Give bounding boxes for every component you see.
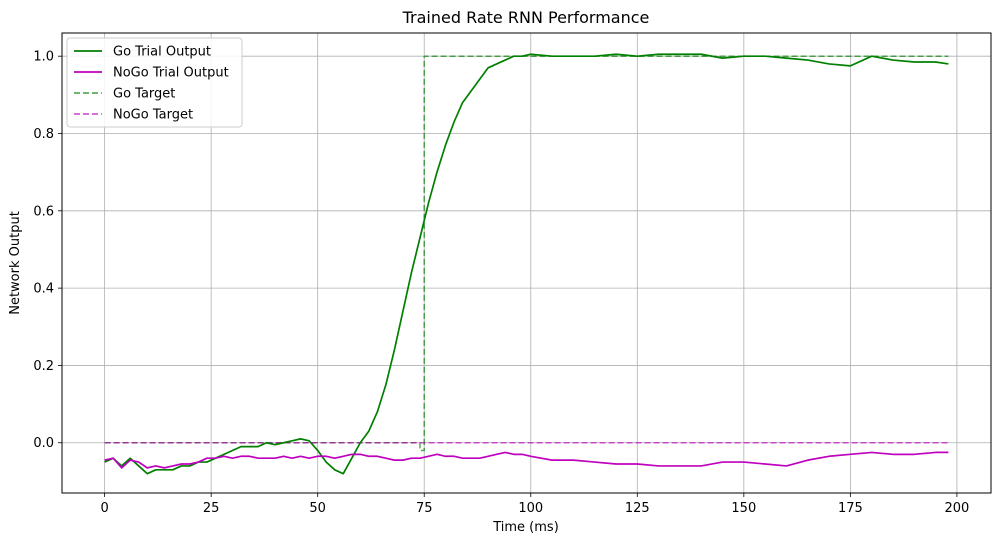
x-tick-label: 200 — [944, 501, 969, 516]
y-tick-label: 0.4 — [33, 282, 54, 297]
y-tick-label: 0.0 — [33, 436, 54, 451]
y-tick-label: 0.2 — [33, 359, 54, 374]
legend-entry-label: NoGo Trial Output — [113, 66, 229, 81]
x-tick-label: 125 — [625, 501, 650, 516]
legend-box — [66, 37, 243, 128]
series-line-0 — [104, 53, 949, 475]
legend-entry-label: Go Trial Output — [113, 45, 211, 60]
x-tick-label: 0 — [100, 501, 108, 516]
x-axis-label: Time (ms) — [492, 520, 559, 535]
legend: Go Trial Output NoGo Trial Output Go Targe… — [66, 37, 243, 128]
legend-entry-label: NoGo Target — [113, 108, 193, 123]
plot-frame — [61, 32, 992, 494]
x-tick-label: 75 — [416, 501, 433, 516]
series-line-1 — [104, 451, 949, 469]
y-tick-label: 0.8 — [33, 127, 54, 142]
x-tick-label: 175 — [838, 501, 863, 516]
y-tick-label: 0.6 — [33, 204, 54, 219]
legend-entry-label: Go Target — [113, 87, 175, 102]
axis-ticks: 0 25 50 75 100 125 150 175 200 0.0 0.2 0.4 0.6 0.8 1.0 — [33, 50, 969, 516]
x-tick-label: 150 — [731, 501, 756, 516]
x-tick-label: 50 — [309, 501, 326, 516]
x-tick-label: 100 — [518, 501, 543, 516]
y-axis-label: Network Output — [8, 211, 23, 315]
x-tick-label: 25 — [203, 501, 220, 516]
chart-title: Trained Rate RNN Performance — [402, 8, 650, 27]
series-layer — [104, 53, 949, 475]
y-tick-label: 1.0 — [33, 50, 54, 65]
